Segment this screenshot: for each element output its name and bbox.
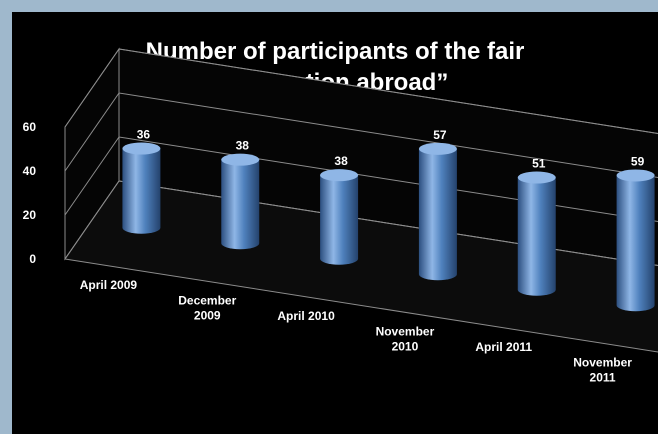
gridline [64,136,658,223]
category-label: November 2010 [376,324,435,353]
value-label: 38 [334,154,348,168]
gridlines [64,48,658,267]
category-label: April 2010 [277,309,335,323]
slide: Number of participants of the fair “Educ… [12,12,658,434]
bar [122,142,161,234]
bar-body [517,177,556,296]
category-label: April 2011 [475,340,532,354]
bar-top [320,169,359,182]
gridline [64,180,658,267]
bar-top [616,169,655,182]
bar-top [517,171,556,184]
y-tick-label: 0 [29,252,36,266]
bar [320,169,359,265]
value-labels: 36 38 38 57 51 59 [137,128,645,171]
chart-plot: 0 20 40 60 36 38 38 57 51 59 April 2009 December 2… [23,47,658,385]
bar-top [418,142,457,155]
category-label: November 2011 [573,355,632,384]
bar [517,171,556,296]
bar [221,153,260,250]
bars [122,142,655,312]
bar-body [221,159,260,250]
gridline [64,92,658,179]
bar-top [221,153,260,166]
category-label: December 2009 [178,293,236,322]
value-label: 38 [236,139,250,153]
bar [616,169,655,312]
value-label: 36 [137,128,151,142]
gridline [64,48,658,135]
bar-body [122,148,161,234]
y-tick-label: 20 [23,208,37,222]
chart-title-line-1: Number of participants of the fair [145,38,525,65]
bar-body [616,175,655,312]
y-axis-ticks: 0 20 40 60 [23,120,37,266]
value-label: 59 [631,154,645,168]
bar-body [320,175,359,265]
bar [418,142,457,281]
bar-top [122,142,161,155]
x-axis-categories: April 2009 December 2009 April 2010 November… [80,278,633,385]
value-label: 51 [532,157,546,171]
y-tick-label: 60 [23,120,37,134]
category-label: April 2009 [80,278,138,292]
y-tick-label: 40 [23,164,37,178]
bar-body [418,148,457,281]
value-label: 57 [433,128,447,142]
